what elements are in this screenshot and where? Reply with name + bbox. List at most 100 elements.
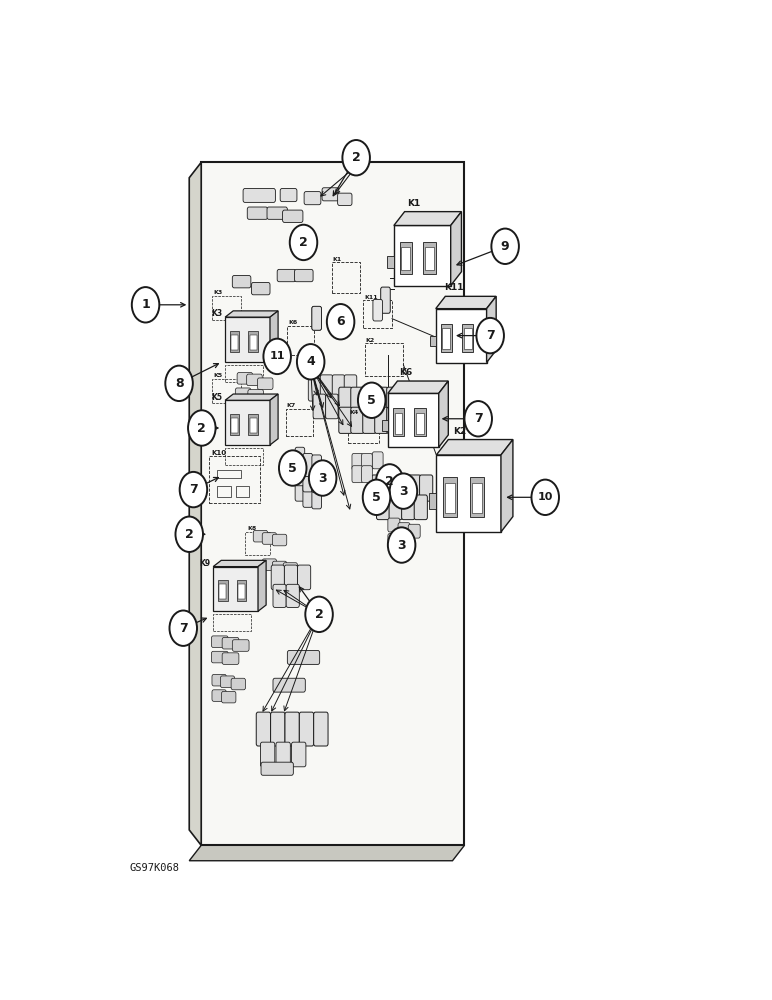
FancyBboxPatch shape xyxy=(222,637,239,649)
Bar xyxy=(400,242,412,274)
FancyBboxPatch shape xyxy=(377,495,390,520)
Bar xyxy=(236,486,249,497)
Polygon shape xyxy=(225,311,278,317)
Polygon shape xyxy=(270,311,278,362)
Text: K1: K1 xyxy=(333,257,342,262)
FancyBboxPatch shape xyxy=(280,189,297,202)
FancyBboxPatch shape xyxy=(237,373,252,384)
FancyBboxPatch shape xyxy=(212,636,229,647)
Text: K3: K3 xyxy=(211,309,222,318)
FancyBboxPatch shape xyxy=(295,269,313,282)
FancyBboxPatch shape xyxy=(332,375,345,401)
FancyBboxPatch shape xyxy=(398,523,410,537)
Circle shape xyxy=(531,480,559,515)
FancyBboxPatch shape xyxy=(326,394,338,419)
Text: 2: 2 xyxy=(198,422,206,434)
Circle shape xyxy=(358,383,385,418)
Text: K11: K11 xyxy=(364,295,378,300)
Bar xyxy=(286,326,314,355)
FancyBboxPatch shape xyxy=(303,484,313,507)
Bar xyxy=(388,256,394,268)
Bar xyxy=(415,408,425,436)
Bar xyxy=(393,408,405,436)
FancyBboxPatch shape xyxy=(222,691,236,703)
Text: 10: 10 xyxy=(537,492,553,502)
FancyBboxPatch shape xyxy=(339,407,352,433)
Circle shape xyxy=(465,401,492,436)
FancyBboxPatch shape xyxy=(257,410,273,421)
FancyBboxPatch shape xyxy=(220,676,235,687)
FancyBboxPatch shape xyxy=(235,388,251,400)
FancyBboxPatch shape xyxy=(387,387,400,415)
Circle shape xyxy=(390,473,417,509)
Text: K2: K2 xyxy=(452,427,466,436)
FancyBboxPatch shape xyxy=(374,407,388,433)
Text: K8: K8 xyxy=(247,526,256,531)
Bar xyxy=(236,580,246,601)
FancyBboxPatch shape xyxy=(273,584,286,607)
Text: K10: K10 xyxy=(212,450,226,456)
FancyBboxPatch shape xyxy=(361,453,372,470)
FancyBboxPatch shape xyxy=(276,742,290,767)
Text: GS97K068: GS97K068 xyxy=(130,863,179,873)
Polygon shape xyxy=(201,162,465,845)
Bar xyxy=(348,416,379,443)
Bar xyxy=(394,413,402,434)
FancyBboxPatch shape xyxy=(387,407,400,433)
Text: 9: 9 xyxy=(501,240,510,253)
Bar xyxy=(286,409,313,436)
Circle shape xyxy=(279,450,306,486)
FancyBboxPatch shape xyxy=(381,287,391,313)
Text: 5: 5 xyxy=(289,462,297,475)
FancyBboxPatch shape xyxy=(408,524,420,538)
FancyBboxPatch shape xyxy=(260,742,275,767)
Text: 2: 2 xyxy=(315,608,323,621)
Polygon shape xyxy=(501,440,513,532)
Circle shape xyxy=(188,410,215,446)
FancyBboxPatch shape xyxy=(339,387,352,415)
Polygon shape xyxy=(436,440,513,455)
FancyBboxPatch shape xyxy=(284,565,297,590)
FancyBboxPatch shape xyxy=(300,712,313,746)
Polygon shape xyxy=(225,400,270,445)
Polygon shape xyxy=(189,162,201,845)
FancyBboxPatch shape xyxy=(304,192,321,205)
Polygon shape xyxy=(189,845,465,861)
FancyBboxPatch shape xyxy=(273,678,305,692)
Circle shape xyxy=(376,464,404,500)
FancyBboxPatch shape xyxy=(267,207,287,219)
Circle shape xyxy=(290,225,317,260)
FancyBboxPatch shape xyxy=(312,306,321,330)
Bar xyxy=(250,335,257,350)
FancyBboxPatch shape xyxy=(408,475,421,501)
Bar xyxy=(212,296,241,320)
Bar xyxy=(218,470,242,478)
Text: 11: 11 xyxy=(269,351,285,361)
Polygon shape xyxy=(388,381,449,393)
FancyBboxPatch shape xyxy=(420,475,433,501)
Bar xyxy=(425,247,434,270)
Bar xyxy=(250,418,257,433)
FancyBboxPatch shape xyxy=(363,387,376,415)
FancyBboxPatch shape xyxy=(350,394,364,419)
FancyBboxPatch shape xyxy=(237,406,252,418)
Polygon shape xyxy=(258,560,266,611)
Text: K7: K7 xyxy=(286,403,296,408)
FancyBboxPatch shape xyxy=(286,584,300,607)
Bar xyxy=(462,324,473,352)
FancyBboxPatch shape xyxy=(352,466,363,483)
FancyBboxPatch shape xyxy=(374,387,388,415)
FancyBboxPatch shape xyxy=(285,712,300,746)
Bar xyxy=(401,247,410,270)
Text: K5: K5 xyxy=(213,373,222,378)
Bar xyxy=(231,418,238,433)
FancyBboxPatch shape xyxy=(350,407,364,433)
Text: 7: 7 xyxy=(189,483,198,496)
FancyBboxPatch shape xyxy=(344,375,357,401)
Polygon shape xyxy=(436,455,501,532)
FancyBboxPatch shape xyxy=(231,678,245,690)
Bar xyxy=(429,493,436,509)
Circle shape xyxy=(180,472,207,507)
Text: 2: 2 xyxy=(352,151,361,164)
Bar xyxy=(430,336,435,346)
